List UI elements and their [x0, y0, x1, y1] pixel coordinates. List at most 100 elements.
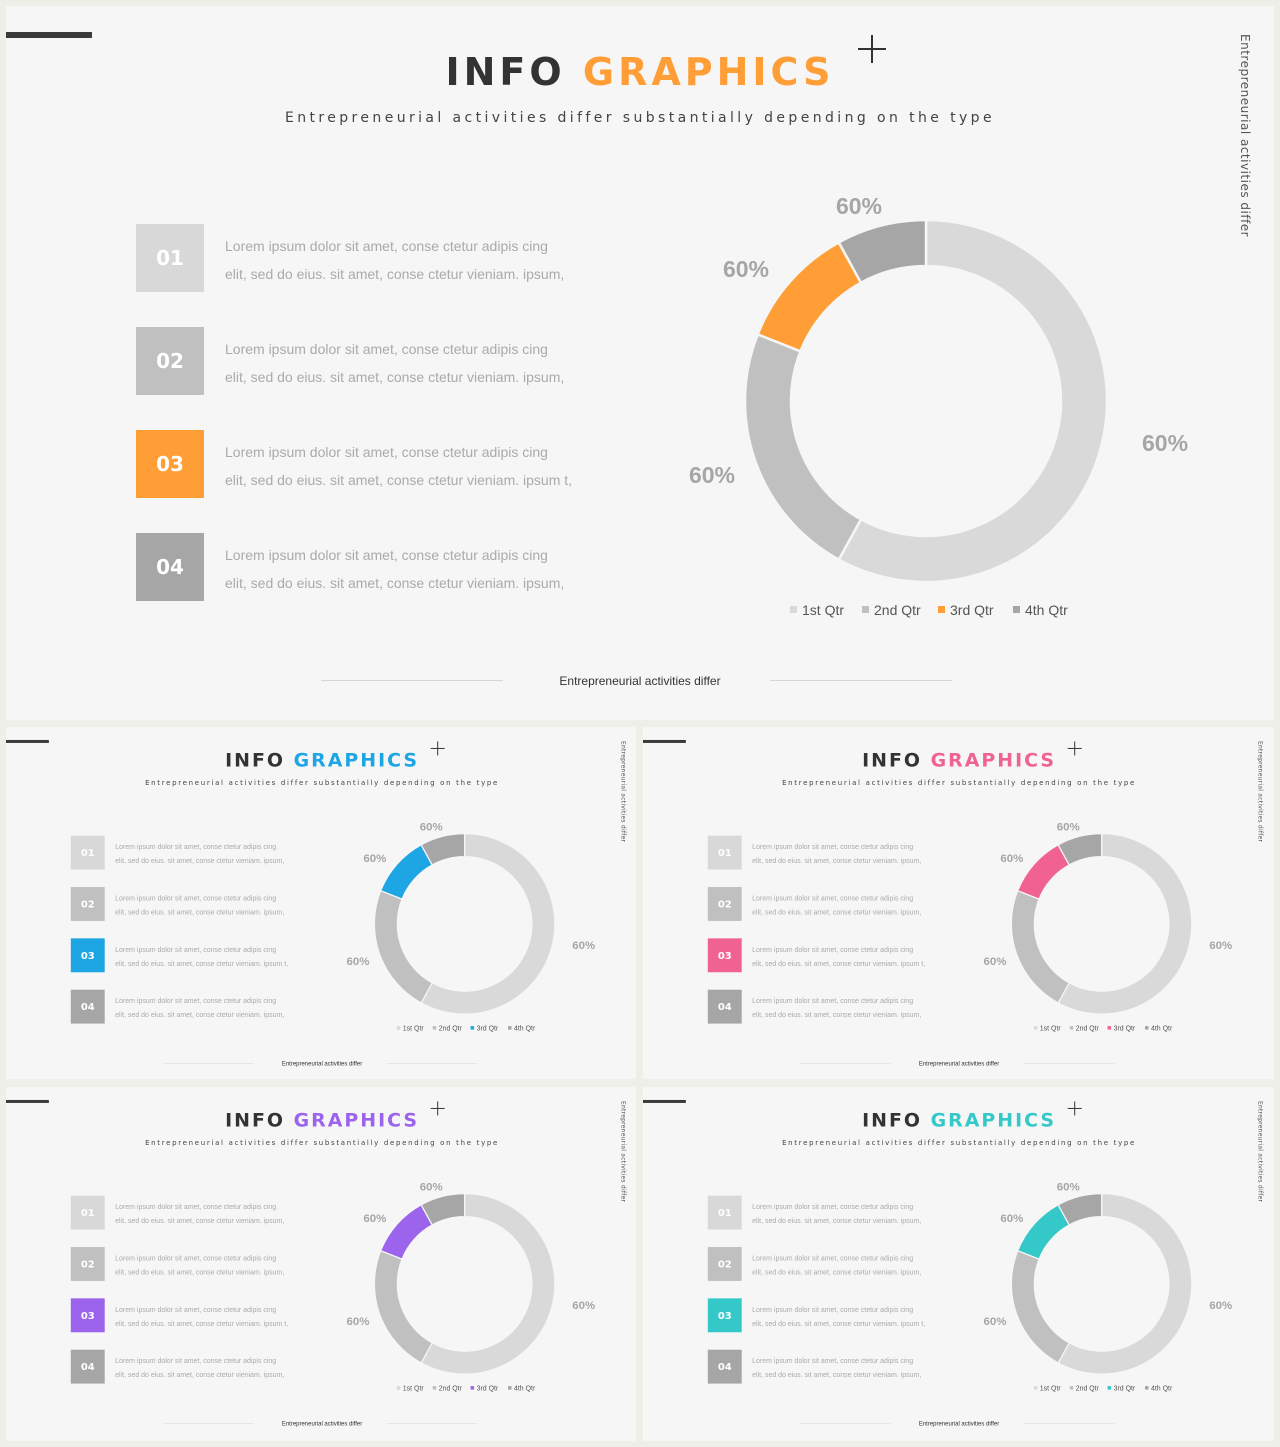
item-line: elit, sed do eius. sit amet, conse ctetu…	[115, 1216, 285, 1225]
item-line: Lorem ipsum dolor sit amet, conse ctetur…	[115, 1202, 277, 1211]
item-line: Lorem ipsum dolor sit amet, conse ctetur…	[752, 893, 914, 902]
data-label: 60%	[346, 956, 369, 968]
donut-slice	[379, 1203, 434, 1260]
item-line: elit, sed do eius. sit amet, conse ctetu…	[225, 472, 573, 488]
data-label: 60%	[1057, 822, 1080, 834]
item-line: elit, sed do eius. sit amet, conse ctetu…	[225, 575, 565, 591]
legend-label: 1st Qtr	[802, 602, 844, 618]
legend-label: 2nd Qtr	[1076, 1386, 1100, 1393]
slide-main: INFO GRAPHICS Entrepreneurial activities…	[6, 6, 1274, 720]
data-label: 60%	[572, 1300, 595, 1312]
title-word-1: INFO	[445, 50, 566, 94]
slide-footer: Entrepreneurial activities differ	[559, 674, 721, 688]
data-label: 60%	[363, 853, 386, 865]
legend-swatch	[790, 606, 797, 613]
number-badge: 01	[136, 224, 204, 292]
title-word-2: GRAPHICS	[293, 1108, 420, 1131]
donut-slice	[743, 332, 863, 562]
legend-label: 4th Qtr	[1151, 1026, 1173, 1033]
list-item: 03 Lorem ipsum dolor sit amet, conse cte…	[707, 938, 967, 973]
list-item: 04 Lorem ipsum dolor sit amet, conse cte…	[70, 1349, 330, 1384]
side-caption: Entrepreneurial activities differ	[1238, 34, 1252, 238]
legend-label: 1st Qtr	[1040, 1026, 1062, 1033]
item-line: Lorem ipsum dolor sit amet, conse ctetur…	[115, 1253, 277, 1262]
item-text: Lorem ipsum dolor sit amet, conse ctetur…	[115, 1354, 324, 1382]
slide-purple: INFO GRAPHICS Entrepreneurial activities…	[6, 1087, 636, 1441]
side-caption: Entrepreneurial activities differ	[620, 1100, 628, 1203]
list-item: 01 Lorem ipsum dolor sit amet, conse cte…	[136, 224, 656, 292]
list-item: 02 Lorem ipsum dolor sit amet, conse cte…	[136, 327, 656, 395]
plus-icon	[858, 34, 888, 64]
legend-label: 2nd Qtr	[1076, 1026, 1100, 1033]
item-line: Lorem ipsum dolor sit amet, conse ctetur…	[752, 1253, 914, 1262]
list-item: 03 Lorem ipsum dolor sit amet, conse cte…	[707, 1298, 967, 1333]
donut-chart: 60% 60% 60% 60% 1st Qtr 2nd Qtr 3rd Qtr 4th Qtr	[983, 822, 1232, 1033]
item-line: Lorem ipsum dolor sit amet, conse ctetur…	[115, 1305, 277, 1314]
item-line: Lorem ipsum dolor sit amet, conse ctetur…	[752, 1202, 914, 1211]
item-line: elit, sed do eius. sit amet, conse ctetu…	[115, 1319, 289, 1328]
legend-swatch	[938, 606, 945, 613]
legend-label: 4th Qtr	[1025, 602, 1068, 618]
donut-chart: 60% 60% 60% 60% 1st Qtr 2nd Qtr 3rd Qtr 4th Qtr	[346, 1182, 595, 1393]
list-item: 03 Lorem ipsum dolor sit amet, conse cte…	[136, 430, 656, 498]
data-label: 60%	[363, 1213, 386, 1225]
data-label: 60%	[723, 256, 769, 282]
number-badge: 04	[707, 989, 742, 1024]
donut-slice	[837, 218, 1109, 584]
legend-swatch	[862, 606, 869, 613]
item-line: Lorem ipsum dolor sit amet, conse ctetur…	[752, 842, 914, 851]
item-text: Lorem ipsum dolor sit amet, conse ctetur…	[115, 1251, 324, 1279]
legend-swatch	[507, 1386, 512, 1390]
item-line: elit, sed do eius. sit amet, conse ctetu…	[115, 1010, 285, 1019]
slide-teal: INFO GRAPHICS Entrepreneurial activities…	[643, 1087, 1274, 1441]
donut-slice	[373, 889, 434, 1004]
footer-divider	[770, 680, 952, 681]
item-text: Lorem ipsum dolor sit amet, conse ctetur…	[752, 994, 961, 1022]
legend-label: 2nd Qtr	[874, 602, 921, 618]
number-badge: 01	[707, 835, 742, 870]
slide-content: INFO GRAPHICS Entrepreneurial activities…	[6, 1087, 636, 1441]
item-line: elit, sed do eius. sit amet, conse ctetu…	[752, 1370, 922, 1379]
data-label: 60%	[420, 822, 443, 834]
legend-swatch	[1033, 1026, 1038, 1030]
item-text: Lorem ipsum dolor sit amet, conse ctetur…	[115, 1302, 324, 1330]
item-text: Lorem ipsum dolor sit amet, conse ctetur…	[115, 942, 324, 970]
item-line: Lorem ipsum dolor sit amet, conse ctetur…	[115, 893, 277, 902]
item-line: elit, sed do eius. sit amet, conse ctetu…	[115, 959, 289, 968]
side-caption: Entrepreneurial activities differ	[1257, 740, 1265, 843]
title-word-1: INFO	[225, 748, 285, 771]
legend-swatch	[470, 1026, 475, 1030]
item-line: elit, sed do eius. sit amet, conse ctetu…	[752, 1319, 926, 1328]
item-text: Lorem ipsum dolor sit amet, conse ctetur…	[115, 994, 324, 1022]
donut-slice	[1057, 833, 1193, 1015]
corner-bar	[6, 739, 49, 743]
donut-chart: 60% 60% 60% 60% 1st Qtr 2nd Qtr 3rd Qtr 4th Qtr	[983, 1182, 1232, 1393]
item-text: Lorem ipsum dolor sit amet, conse ctetur…	[752, 1251, 961, 1279]
data-label: 60%	[346, 1316, 369, 1328]
legend-label: 4th Qtr	[1151, 1386, 1173, 1393]
slide-content: INFO GRAPHICS Entrepreneurial activities…	[643, 1087, 1274, 1441]
item-text: Lorem ipsum dolor sit amet, conse ctetur…	[752, 840, 961, 868]
donut-slice	[1010, 1249, 1071, 1364]
number-badge: 01	[707, 1195, 742, 1230]
data-label: 60%	[983, 1316, 1006, 1328]
data-label: 60%	[572, 940, 595, 952]
item-line: Lorem ipsum dolor sit amet, conse ctetur…	[115, 842, 277, 851]
item-line: Lorem ipsum dolor sit amet, conse ctetur…	[225, 341, 548, 357]
data-label: 60%	[1057, 1182, 1080, 1194]
slide-title: INFO GRAPHICS	[6, 1109, 636, 1131]
data-label: 60%	[420, 1182, 443, 1194]
number-badge: 04	[707, 1349, 742, 1384]
slide-blue: INFO GRAPHICS Entrepreneurial activities…	[6, 727, 636, 1079]
corner-bar	[6, 32, 92, 38]
number-badge: 04	[70, 1349, 105, 1384]
title-word-1: INFO	[225, 1108, 285, 1131]
number-badge: 04	[70, 989, 105, 1024]
legend-label: 3rd Qtr	[477, 1386, 499, 1393]
title-word-1: INFO	[862, 748, 922, 771]
legend-label: 3rd Qtr	[1114, 1386, 1136, 1393]
legend-label: 3rd Qtr	[477, 1026, 499, 1033]
item-text: Lorem ipsum dolor sit amet, conse ctetur…	[225, 438, 645, 494]
list-item: 02 Lorem ipsum dolor sit amet, conse cte…	[70, 887, 330, 921]
legend-swatch	[1069, 1386, 1074, 1390]
